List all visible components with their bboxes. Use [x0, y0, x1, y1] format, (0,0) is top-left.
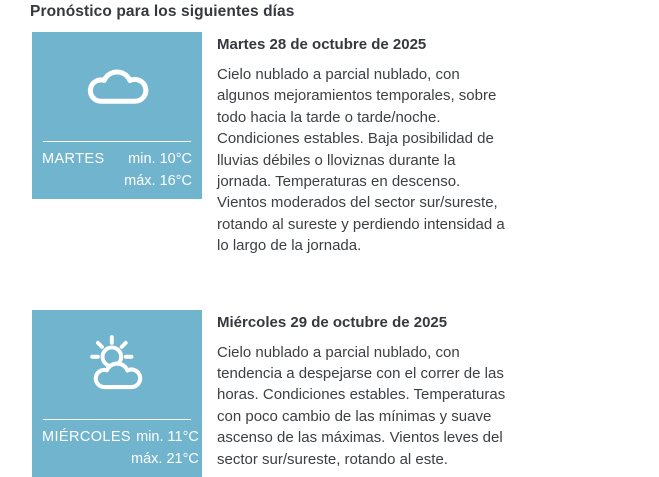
sun-cloud-icon [90, 335, 143, 390]
min-temp: min. 10°C [128, 151, 192, 167]
forecast-detail-martes: Martes 28 de octubre de 2025 Cielo nubla… [217, 32, 513, 257]
max-temp: máx. 21°C [131, 450, 199, 467]
temperatures: min. 10°C máx. 16°C [124, 148, 192, 192]
forecast-description: Cielo nublado a parcial nublado, con alg… [217, 66, 505, 255]
card-divider [43, 418, 191, 420]
card-icon-area [32, 310, 202, 419]
date-heading: Martes 28 de octubre de 2025 [217, 36, 427, 53]
max-temp: máx. 16°C [124, 173, 192, 189]
min-temp: min. 11°C [136, 428, 199, 445]
forecast-detail-miercoles: Miércoles 29 de octubre de 2025 Cielo nu… [217, 310, 513, 477]
card-meta: MIÉRCOLES min. 11°C máx. 21°C [32, 420, 202, 477]
date-heading: Miércoles 29 de octubre de 2025 [217, 313, 448, 331]
cloud-icon [87, 69, 148, 104]
day-label: MARTES [42, 151, 105, 167]
forecast-description: Cielo nublado a parcial nublado, con ten… [217, 343, 506, 468]
forecast-card-martes: MARTES min. 10°C máx. 16°C [32, 32, 202, 199]
card-icon-area [32, 32, 202, 141]
forecast-row-martes: MARTES min. 10°C máx. 16°C Martes 28 de … [30, 32, 659, 257]
forecast-card-miercoles: MIÉRCOLES min. 11°C máx. 21°C [32, 309, 202, 477]
forecast-row-miercoles: MIÉRCOLES min. 11°C máx. 21°C Miércoles … [30, 309, 659, 477]
card-divider [43, 141, 191, 142]
temperatures: min. 11°C máx. 21°C [131, 426, 199, 470]
page-title: Pronóstico para los siguientes días [30, 3, 295, 20]
day-label: MIÉRCOLES [42, 428, 132, 445]
card-meta: MARTES min. 10°C máx. 16°C [32, 142, 202, 199]
sun-rays [90, 335, 134, 359]
cloud-shape [93, 361, 143, 390]
